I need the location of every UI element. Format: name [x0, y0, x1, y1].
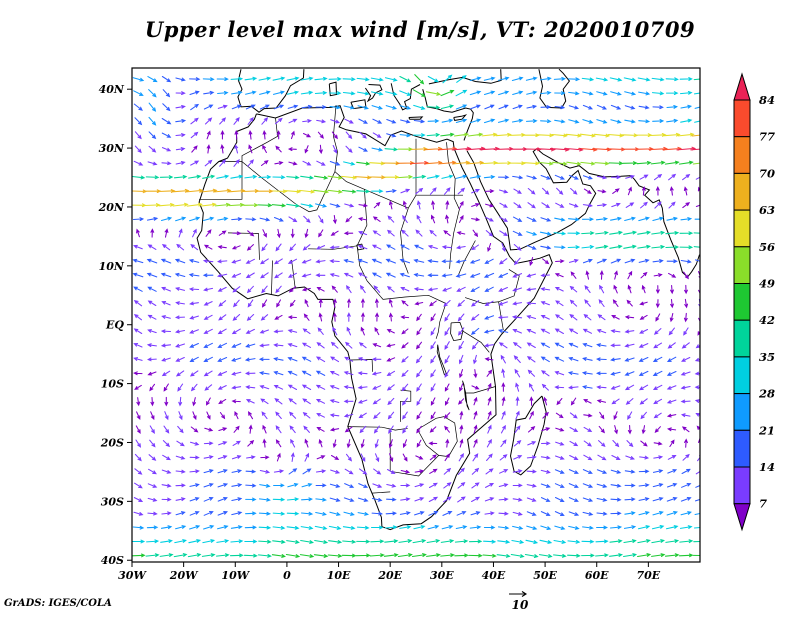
lat-tick-label: 40N	[99, 83, 125, 96]
colorbar: 84 77 70 63 56 49 42 35 28 21 14 7	[733, 72, 775, 532]
reference-vector-label: 10	[511, 598, 529, 612]
lon-tick-label: 10W	[221, 569, 250, 582]
colorbar-label: 84	[759, 93, 775, 107]
map-frame	[131, 67, 701, 563]
colorbar-label: 7	[759, 497, 767, 511]
reference-vector-arrow-icon	[509, 591, 528, 597]
colorbar-band	[733, 136, 751, 174]
colorbar-label: 56	[759, 240, 775, 254]
lon-tick-label: 30E	[430, 569, 454, 582]
lat-tick-label: 20S	[100, 436, 124, 449]
lon-tick-label: 40E	[482, 569, 506, 582]
lon-tick-label: 50E	[533, 569, 557, 582]
colorbar-label: 77	[759, 130, 775, 144]
lon-tick-label: 20W	[169, 569, 199, 582]
wind-vectors-layer	[132, 74, 700, 559]
colorbar-label: 21	[758, 423, 775, 437]
lat-tick-label: 30S	[101, 495, 124, 508]
colorbar-label: 70	[759, 166, 775, 180]
axis-ticks	[127, 88, 649, 567]
colorbar-band	[733, 319, 751, 358]
colorbar-bottom-arrow-icon	[733, 503, 751, 532]
lon-tick-label: 30W	[118, 569, 147, 582]
colorbar-top-arrow-icon	[733, 72, 751, 101]
lon-tick-label: 0	[283, 569, 291, 582]
lat-tick-label: 10N	[99, 260, 125, 273]
colorbar-band	[733, 209, 751, 248]
lon-tick-label: 60E	[585, 569, 609, 582]
colorbar-label: 14	[759, 460, 775, 474]
lat-tick-label: EQ	[105, 319, 124, 332]
colorbar-label: 49	[759, 277, 775, 291]
colorbar-band	[733, 356, 751, 395]
lon-tick-label: 10E	[327, 569, 351, 582]
colorbar-band	[733, 283, 751, 321]
colorbar-band	[733, 172, 751, 211]
lat-tick-label: 20N	[98, 201, 125, 214]
lat-tick-label: 30N	[99, 142, 125, 155]
axis-labels: 30W 20W 10W 0 10E 20E 30E 40E 50E 60E 70E 40N 30N 20N…	[98, 83, 661, 582]
colorbar-label: 63	[759, 203, 775, 217]
colorbar-label: 28	[758, 387, 775, 401]
colorbar-label: 35	[759, 350, 775, 364]
colorbar-label: 42	[759, 313, 775, 327]
colorbar-band	[733, 466, 751, 505]
lat-tick-label: 40S	[101, 554, 124, 567]
chart-title: Upper level max wind [m/s], VT: 20200107…	[144, 17, 696, 42]
colorbar-band	[733, 429, 751, 468]
lat-tick-label: 10S	[101, 378, 124, 391]
grads-credit: GrADS: IGES/COLA	[4, 598, 112, 609]
lon-tick-label: 70E	[637, 569, 661, 582]
colorbar-band	[733, 246, 751, 285]
map-layer	[196, 68, 700, 531]
colorbar-band	[733, 393, 751, 431]
colorbar-band	[733, 99, 751, 138]
lon-tick-label: 20E	[377, 569, 402, 582]
